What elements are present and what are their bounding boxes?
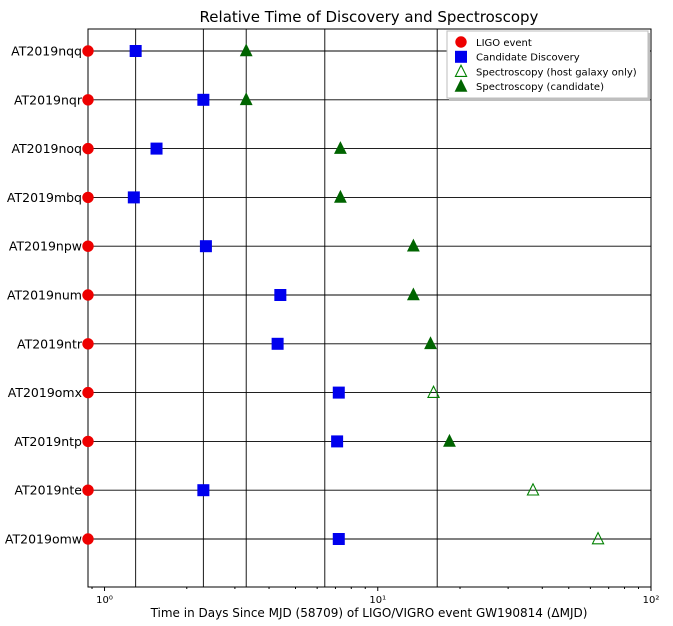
y-tick-label: AT2019noq: [11, 141, 82, 156]
ligo-event-point: [82, 94, 94, 106]
ligo-event-point: [82, 386, 94, 399]
y-tick-label: AT2019npw: [9, 239, 82, 254]
spectroscopy-host-point: [427, 384, 441, 398]
y-tick-label: AT2019nte: [14, 483, 82, 498]
spectroscopy-candidate-point: [334, 141, 347, 154]
candidate-discovery-point: [197, 93, 210, 106]
ligo-event-point: [82, 533, 94, 545]
y-tick-label: AT2019ntp: [14, 434, 82, 449]
spectroscopy-candidate-point: [239, 92, 253, 106]
ligo-event-point: [82, 240, 94, 252]
legend-label: Candidate Discovery: [476, 53, 580, 64]
ligo-event-point: [82, 435, 94, 448]
candidate-discovery-point: [331, 435, 344, 448]
legend-label: Spectroscopy (candidate): [476, 82, 604, 93]
x-tick-label: 10²: [643, 595, 660, 606]
spectroscopy-candidate-point: [334, 189, 347, 203]
candidate-discovery-point: [129, 45, 142, 57]
ligo-event-point: [82, 45, 94, 57]
ligo-event-point: [82, 142, 94, 155]
spectroscopy-candidate-point: [443, 433, 456, 447]
candidate-discovery-point: [271, 337, 284, 350]
candidate-discovery-point: [332, 386, 345, 399]
spectroscopy-candidate-point: [239, 43, 253, 57]
y-tick-label: AT2019omx: [8, 385, 82, 400]
spectroscopy-host-point: [591, 531, 605, 545]
x-axis-label: Time in Days Since MJD (58709) of LIGO/V…: [150, 606, 588, 620]
legend-label: LIGO event: [476, 38, 532, 49]
spectroscopy-candidate-point: [406, 238, 420, 252]
y-tick-label: AT2019num: [7, 288, 82, 303]
y-tick-label: AT2019nqr: [14, 92, 83, 107]
chart-title: Relative Time of Discovery and Spectrosc…: [200, 8, 539, 26]
legend-marker: [454, 78, 468, 92]
candidate-discovery-point: [150, 142, 163, 155]
candidate-discovery-point: [199, 240, 212, 253]
legend-marker: [455, 50, 467, 63]
ligo-event-point: [82, 338, 94, 350]
legend-marker: [454, 63, 468, 77]
plot-area: AT2019nqq AT2019nqr AT2019noq AT2019mbq AT20…: [5, 28, 660, 606]
candidate-discovery-point: [127, 191, 140, 204]
candidate-discovery-point: [274, 289, 287, 301]
candidate-discovery-point: [197, 484, 210, 497]
legend: LIGO event Candidate Discovery Spectroscop…: [446, 30, 650, 100]
legend-box: [446, 30, 649, 99]
spectroscopy-candidate-point: [424, 336, 437, 350]
legend-label: Spectroscopy (host galaxy only): [476, 67, 637, 78]
ligo-event-point: [82, 289, 94, 301]
y-tick-label: AT2019ntr: [17, 336, 83, 351]
y-tick-label: AT2019mbq: [7, 190, 82, 205]
legend-marker: [455, 36, 467, 48]
y-tick-label: AT2019nqq: [11, 44, 82, 59]
spectroscopy-candidate-point: [406, 287, 420, 301]
plot-frame: [87, 28, 652, 588]
spectroscopy-host-point: [526, 482, 540, 496]
ligo-event-point: [82, 191, 94, 204]
y-tick-label: AT2019omw: [5, 532, 82, 547]
x-tick-label: 10⁰: [96, 595, 113, 606]
candidate-discovery-point: [332, 533, 345, 545]
x-tick-label: 10¹: [369, 595, 386, 606]
ligo-event-point: [82, 484, 94, 496]
